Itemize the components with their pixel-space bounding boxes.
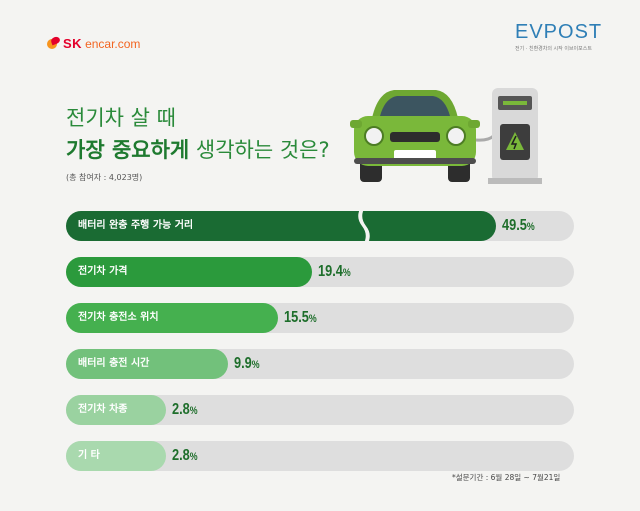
bar-value-label: 2.8% bbox=[172, 441, 198, 472]
bar-value-label: 49.5% bbox=[502, 211, 535, 242]
evpost-title: EVPOST bbox=[515, 21, 603, 43]
bar-value-number: 9.9 bbox=[234, 355, 253, 372]
participant-count: (총 참여자 : 4,023명) bbox=[66, 173, 143, 182]
bar-row: 전기차 차종 2.8% bbox=[66, 395, 574, 425]
bar-category-label: 배터리 충전 시간 bbox=[78, 358, 150, 369]
question-rest: 생각하는 것은? bbox=[189, 138, 330, 162]
bar-value-label: 15.5% bbox=[284, 303, 317, 334]
bar-value-label: 19.4% bbox=[318, 257, 351, 288]
bar bbox=[66, 441, 166, 471]
bar-value-unit: % bbox=[252, 359, 261, 371]
bar-row: 기 타 2.8% bbox=[66, 441, 574, 471]
bar-value-label: 9.9% bbox=[234, 349, 260, 380]
bar-value-number: 2.8 bbox=[172, 447, 190, 464]
bar-row: 전기차 가격 19.4% bbox=[66, 257, 574, 287]
bar-category-label: 배터리 완충 주행 가능 거리 bbox=[78, 220, 194, 231]
question-emphasis: 가장 중요하게 bbox=[66, 138, 190, 162]
bar bbox=[66, 257, 313, 287]
bar-value-unit: % bbox=[189, 405, 198, 417]
bar bbox=[66, 395, 166, 425]
charging-station-icon bbox=[488, 88, 542, 184]
bar-value-number: 15.5 bbox=[283, 309, 309, 326]
bar-value-label: 2.8% bbox=[172, 395, 198, 426]
bar-category-label: 전기차 차종 bbox=[78, 404, 128, 415]
bar bbox=[66, 303, 278, 333]
bar-value-unit: % bbox=[308, 313, 317, 325]
evpost-subtitle: 전기 · 친환경차의 시작 이브이포스트 bbox=[515, 46, 592, 52]
bar-category-label: 전기차 충전소 위치 bbox=[78, 312, 159, 323]
evpost-logo: EVPOST 전기 · 친환경차의 시작 이브이포스트 bbox=[515, 22, 605, 52]
axis-break-mark bbox=[358, 207, 370, 245]
ev-charging-illustration bbox=[350, 88, 542, 184]
bar-row: 배터리 완충 주행 가능 거리 49.5% bbox=[66, 207, 574, 245]
bar-value-unit: % bbox=[342, 267, 351, 279]
sk-encar-logo: SK encar.com bbox=[46, 36, 140, 51]
bar-value-unit: % bbox=[189, 451, 198, 463]
car-icon bbox=[350, 90, 480, 182]
question-line-1: 전기차 살 때 bbox=[66, 106, 176, 130]
question-line-2: 가장 중요하게 생각하는 것은? bbox=[66, 134, 330, 164]
sk-brand-text: SK bbox=[63, 36, 83, 51]
sk-butterfly-icon bbox=[46, 37, 60, 51]
bar-category-label: 기 타 bbox=[78, 450, 100, 461]
bar-value-number: 49.5 bbox=[502, 217, 527, 234]
bar-category-label: 전기차 가격 bbox=[78, 266, 128, 277]
bar-value-number: 19.4 bbox=[318, 263, 343, 280]
bar-value-unit: % bbox=[526, 221, 535, 233]
bar-row: 배터리 충전 시간 9.9% bbox=[66, 349, 574, 379]
encar-domain-text: encar.com bbox=[85, 36, 141, 51]
bar-row: 전기차 충전소 위치 15.5% bbox=[66, 303, 574, 333]
bar bbox=[66, 211, 496, 241]
survey-period-note: *설문기간 : 6월 28일 ~ 7월21일 bbox=[452, 473, 561, 482]
bar bbox=[66, 349, 229, 379]
bar-value-number: 2.8 bbox=[172, 401, 190, 418]
